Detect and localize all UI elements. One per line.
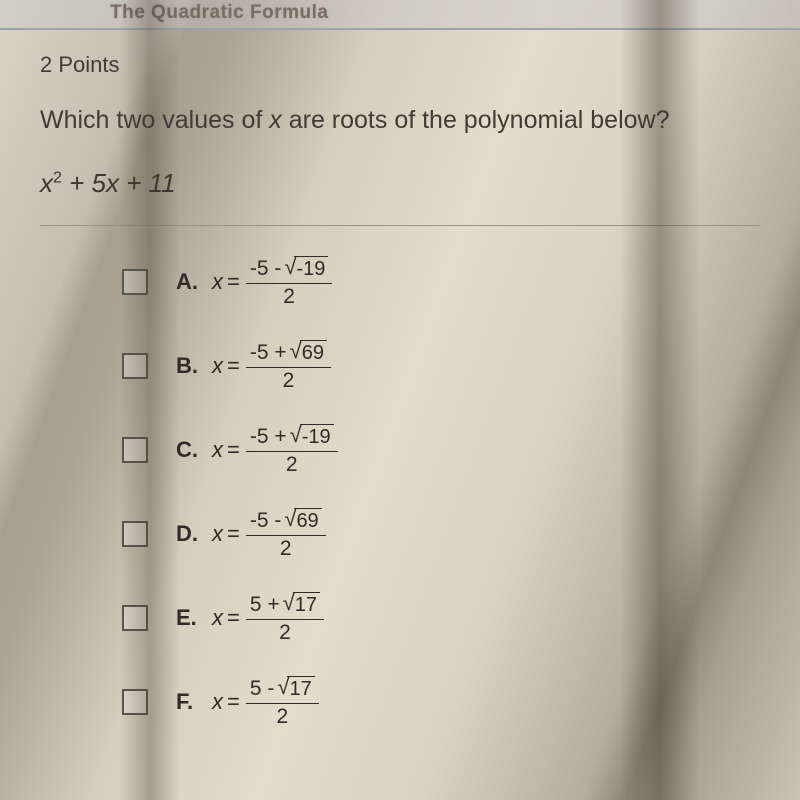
eq-lhs: x: [212, 521, 223, 547]
eq-equals: =: [227, 689, 240, 715]
denominator: 2: [279, 620, 291, 644]
checkbox-a[interactable]: [122, 269, 148, 295]
option-equation: x = -5 + √-19 2: [212, 424, 338, 476]
radicand: -19: [294, 256, 328, 281]
option-letter: F.: [176, 689, 200, 715]
question-panel: 2 Points Which two values of x are roots…: [0, 30, 800, 728]
denominator: 2: [276, 704, 288, 728]
polynomial-expression: x2 + 5x + 11: [40, 168, 760, 199]
points-label: 2 Points: [40, 52, 760, 78]
option-equation: x = 5 - √17 2: [212, 676, 319, 728]
option-a[interactable]: A. x = -5 - √-19 2: [122, 256, 760, 308]
prompt-suffix: are roots of the polynomial below?: [282, 106, 670, 134]
option-letter: C.: [176, 437, 200, 463]
sqrt: √-19: [284, 256, 328, 281]
option-letter: B.: [176, 353, 200, 379]
option-c[interactable]: C. x = -5 + √-19 2: [122, 424, 760, 476]
fraction: 5 - √17 2: [246, 676, 319, 728]
eq-lhs: x: [212, 353, 223, 379]
radicand: 69: [300, 340, 327, 365]
option-equation: x = -5 - √69 2: [212, 508, 326, 560]
option-b[interactable]: B. x = -5 + √69 2: [122, 340, 760, 392]
question-divider: [40, 225, 760, 226]
checkbox-d[interactable]: [122, 521, 148, 547]
radicand: -19: [300, 424, 334, 449]
fraction: -5 + √69 2: [246, 340, 331, 392]
option-f[interactable]: F. x = 5 - √17 2: [122, 676, 760, 728]
radicand: 69: [294, 508, 321, 533]
num-left: 5 +: [250, 593, 280, 616]
sqrt: √69: [290, 340, 327, 365]
eq-equals: =: [227, 437, 240, 463]
numerator: 5 + √17: [246, 592, 324, 620]
num-left: -5 +: [250, 341, 287, 364]
fraction: -5 - √69 2: [246, 508, 326, 560]
checkbox-c[interactable]: [122, 437, 148, 463]
fraction: -5 - √-19 2: [246, 256, 332, 308]
eq-equals: =: [227, 521, 240, 547]
numerator: -5 + √69: [246, 340, 331, 368]
num-left: -5 +: [250, 425, 287, 448]
sqrt: √-19: [290, 424, 334, 449]
option-e[interactable]: E. x = 5 + √17 2: [122, 592, 760, 644]
prompt-prefix: Which two values of: [40, 106, 269, 134]
numerator: -5 - √-19: [246, 256, 332, 284]
eq-equals: =: [227, 353, 240, 379]
num-left: -5 -: [250, 509, 282, 532]
denominator: 2: [283, 368, 295, 392]
fraction: 5 + √17 2: [246, 592, 324, 644]
option-equation: x = 5 + √17 2: [212, 592, 324, 644]
num-left: 5 -: [250, 677, 275, 700]
eq-equals: =: [227, 605, 240, 631]
numerator: 5 - √17: [246, 676, 319, 704]
eq-lhs: x: [212, 437, 223, 463]
poly-exponent: 2: [53, 169, 62, 186]
radicand: 17: [293, 592, 320, 617]
quiz-title: The Quadratic Formula: [110, 2, 328, 23]
poly-rest: + 5x + 11: [62, 168, 176, 198]
fraction: -5 + √-19 2: [246, 424, 338, 476]
option-equation: x = -5 + √69 2: [212, 340, 331, 392]
checkbox-f[interactable]: [122, 689, 148, 715]
checkbox-b[interactable]: [122, 353, 148, 379]
denominator: 2: [286, 452, 298, 476]
option-d[interactable]: D. x = -5 - √69 2: [122, 508, 760, 560]
numerator: -5 - √69: [246, 508, 326, 536]
denominator: 2: [283, 284, 295, 308]
option-letter: D.: [176, 521, 200, 547]
radicand: 17: [287, 676, 314, 701]
option-letter: E.: [176, 605, 200, 631]
option-letter: A.: [176, 269, 200, 295]
prompt-variable: x: [269, 106, 282, 134]
question-prompt: Which two values of x are roots of the p…: [40, 104, 760, 138]
quiz-header: The Quadratic Formula: [0, 0, 800, 30]
sqrt: √17: [283, 592, 320, 617]
eq-lhs: x: [212, 689, 223, 715]
sqrt: √17: [277, 676, 314, 701]
option-equation: x = -5 - √-19 2: [212, 256, 332, 308]
eq-lhs: x: [212, 605, 223, 631]
options-list: A. x = -5 - √-19 2 B. x = -5 +: [40, 256, 760, 729]
sqrt: √69: [284, 508, 321, 533]
checkbox-e[interactable]: [122, 605, 148, 631]
numerator: -5 + √-19: [246, 424, 338, 452]
eq-lhs: x: [212, 269, 223, 295]
denominator: 2: [280, 536, 292, 560]
poly-var: x: [40, 168, 53, 198]
num-left: -5 -: [250, 257, 282, 280]
eq-equals: =: [227, 269, 240, 295]
